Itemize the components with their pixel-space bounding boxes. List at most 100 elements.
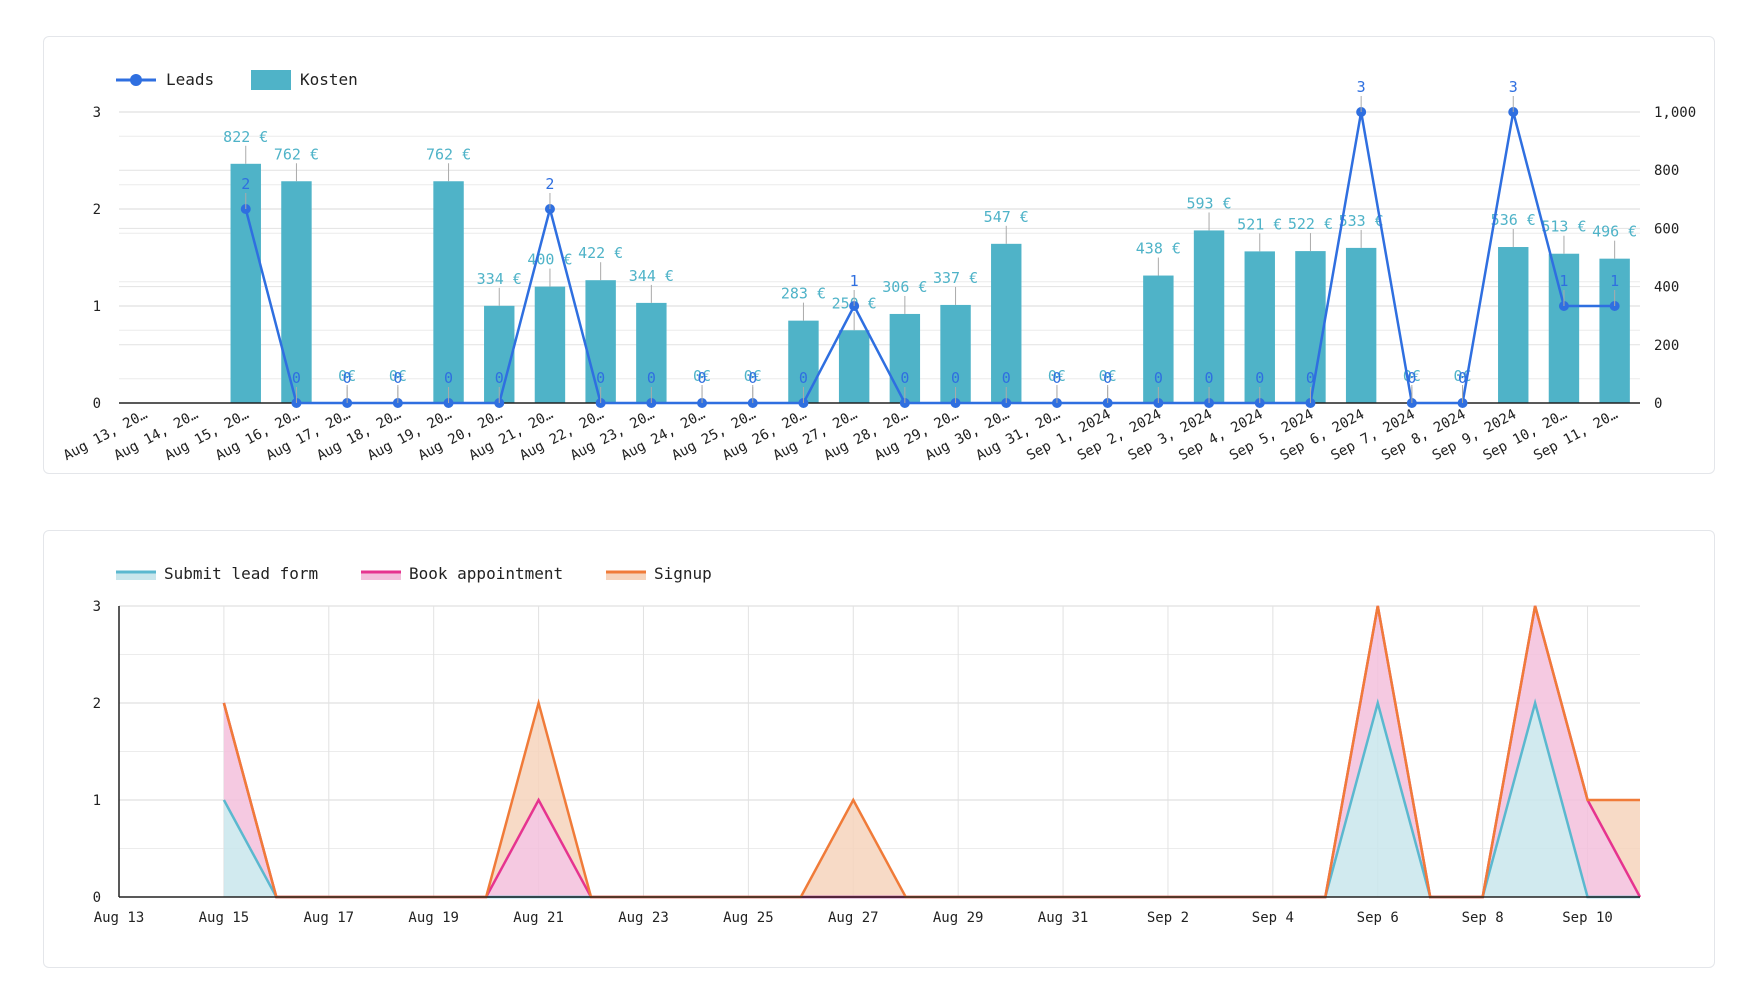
x-tick-label: Sep 8 [1462,910,1504,926]
leads-data-label: 0 [1154,369,1163,387]
leads-data-label: 0 [292,369,301,387]
x-tick-label: Sep 2 [1147,910,1189,926]
kosten-bar [1244,251,1275,403]
x-tick-label: Aug 31 [1038,910,1089,926]
leads-data-label: 0 [951,369,960,387]
leads-data-label: 0 [444,369,453,387]
leads-data-label: 0 [748,369,757,387]
area-fill-1 [223,606,1641,897]
combo-chart-card: 0 1 2 3 0 200 400 600 800 1,000 822 €762 €0€ 0€ 762 … [43,36,1715,474]
y-tick-label: 1 [93,793,101,809]
x-tick-label: Aug 13 [94,910,145,926]
kosten-data-label: 762 € [274,145,319,163]
leads-data-label: 3 [1357,78,1366,96]
left-tick-label: 3 [93,105,101,121]
right-tick-label: 0 [1654,396,1662,412]
kosten-data-label: 0€ [1099,367,1117,385]
kosten-data-label: 0€ [1048,367,1066,385]
kosten-data-label: 0€ [389,367,407,385]
leads-data-label: 1 [1559,272,1568,290]
kosten-data-label: 547 € [984,208,1029,226]
leads-data-label: 0 [647,369,656,387]
x-tick-label: Aug 17 [304,910,355,926]
legend-leads-marker [130,74,142,86]
legend-label: Submit lead form [164,564,318,583]
leads-data-label: 0 [1458,369,1467,387]
kosten-data-label: 283 € [781,285,826,303]
x-tick-label: Aug 21 [513,910,564,926]
legend-swatch-fill [116,572,156,580]
kosten-data-label: 334 € [477,270,522,288]
leads-data-label: 1 [1610,272,1619,290]
leads-data-label: 2 [241,175,250,193]
leads-data-label: 0 [1002,369,1011,387]
legend-swatch-fill [361,572,401,580]
leads-data-label: 0 [393,369,402,387]
leads-data-label: 0 [900,369,909,387]
kosten-data-label: 0€ [744,367,762,385]
left-tick-label: 1 [93,299,101,315]
x-tick-label: Aug 23 [618,910,669,926]
legend-label: Book appointment [409,564,563,583]
kosten-data-label: 522 € [1288,215,1333,233]
kosten-bar [1193,230,1225,403]
kosten-data-label: 496 € [1592,223,1637,241]
y-tick-label: 0 [93,890,101,906]
leads-line [244,111,1615,405]
kosten-bar [1143,275,1174,403]
kosten-bar [1295,251,1326,403]
leads-data-label: 0 [596,369,605,387]
kosten-bar [1498,247,1529,403]
right-tick-label: 1,000 [1654,105,1696,121]
area-fill-0 [223,703,1641,897]
leads-data-label: 0 [1205,369,1214,387]
x-tick-label: Aug 27 [828,910,879,926]
leads-data-label: 0 [343,369,352,387]
leads-data-label: 0 [1052,369,1061,387]
leads-data-label: 0 [698,369,707,387]
right-tick-label: 400 [1654,280,1679,296]
x-tick-label: Aug 19 [408,910,459,926]
kosten-data-label: 438 € [1136,240,1181,258]
x-tick-label: Sep 10 [1562,910,1613,926]
kosten-bar [940,304,971,403]
kosten-bar [484,305,515,403]
kosten-bar [534,286,566,403]
x-tick-label: Aug 25 [723,910,774,926]
right-tick-label: 800 [1654,163,1679,179]
right-tick-label: 600 [1654,221,1679,237]
leads-data-label: 2 [545,175,554,193]
x-tick-label: Aug 13, 20… [61,406,150,464]
kosten-bar [433,181,464,403]
kosten-data-label: 422 € [578,244,623,262]
kosten-data-label: 762 € [426,145,471,163]
x-tick-label: Sep 4 [1252,910,1294,926]
leads-data-label: 1 [850,272,859,290]
kosten-data-label: 337 € [933,269,978,287]
kosten-bar [636,302,667,403]
x-tick-label: Sep 6 [1357,910,1399,926]
legend-leads-label: Leads [166,70,214,89]
kosten-data-label: 536 € [1491,211,1536,229]
y-tick-label: 2 [93,696,101,712]
leads-data-label: 0 [1255,369,1264,387]
left-tick-label: 2 [93,202,101,218]
legend-label: Signup [654,564,712,583]
kosten-data-label: 533 € [1339,212,1384,230]
kosten-data-label: 344 € [629,267,674,285]
left-tick-label: 0 [93,396,101,412]
kosten-data-label: 513 € [1541,218,1586,236]
leads-data-label: 0 [1103,369,1112,387]
conversions-area-chart: 0 1 2 3 Aug 13 Aug 15 Aug 17 Aug 19 Aug 21 Aug 23… [93,564,1642,926]
leads-data-label: 3 [1509,78,1518,96]
legend-kosten-swatch [251,70,291,90]
leads-data-label: 0 [495,369,504,387]
y-tick-label: 3 [93,599,101,615]
kosten-bar [838,330,870,403]
kosten-data-label: 593 € [1186,194,1231,212]
kosten-bar [991,243,1022,403]
kosten-data-label: 306 € [882,278,927,296]
legend-swatch-fill [606,572,646,580]
conversions-chart-card: 0 1 2 3 Aug 13 Aug 15 Aug 17 Aug 19 Aug 21 Aug 23… [43,530,1715,968]
